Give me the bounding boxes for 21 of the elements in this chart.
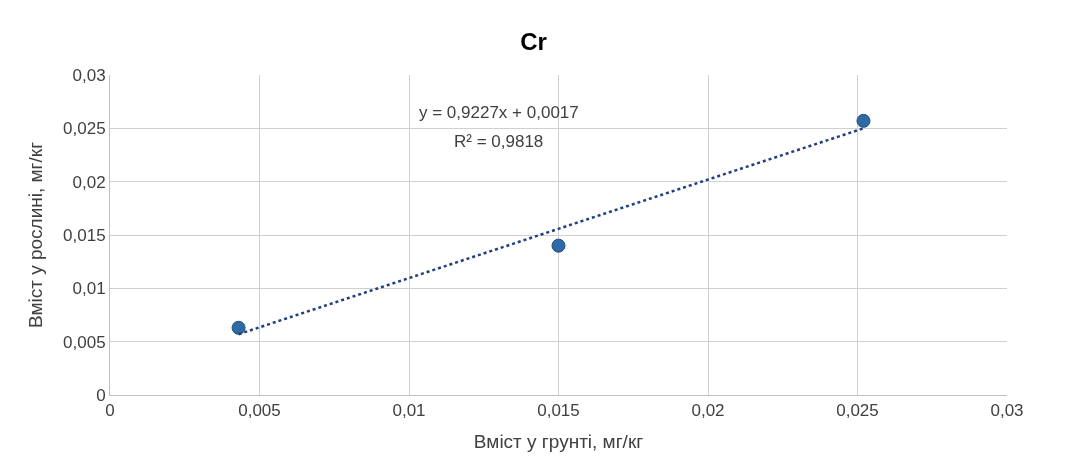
y-tick-label: 0,025	[63, 119, 106, 139]
chart-title: Cr	[520, 27, 547, 55]
y-tick-label: 0,02	[72, 172, 106, 192]
x-tick-label: 0,015	[537, 401, 580, 421]
x-tick-label: 0,01	[392, 401, 426, 421]
x-tick-label: 0,025	[836, 401, 879, 421]
x-tick-label: 0,005	[238, 401, 281, 421]
y-tick-label: 0,005	[63, 332, 106, 352]
annotation: R² = 0,9818	[454, 132, 544, 151]
x-tick-label: 0,03	[990, 401, 1024, 421]
point	[856, 113, 871, 128]
x-axis-title: Вміст у грунті, мг/кг	[473, 431, 644, 453]
y-axis-title: Вміст у рослині, мг/кг	[24, 141, 46, 329]
point	[551, 238, 566, 253]
point	[231, 320, 246, 335]
annotation: y = 0,9227x + 0,0017	[419, 103, 579, 122]
y-tick-label: 0,03	[72, 65, 106, 85]
x-tick-label: 0,02	[691, 401, 725, 421]
y-tick-label: 0	[96, 385, 106, 405]
y-tick-label: 0,01	[72, 279, 106, 299]
y-tick-label: 0,015	[63, 225, 106, 245]
